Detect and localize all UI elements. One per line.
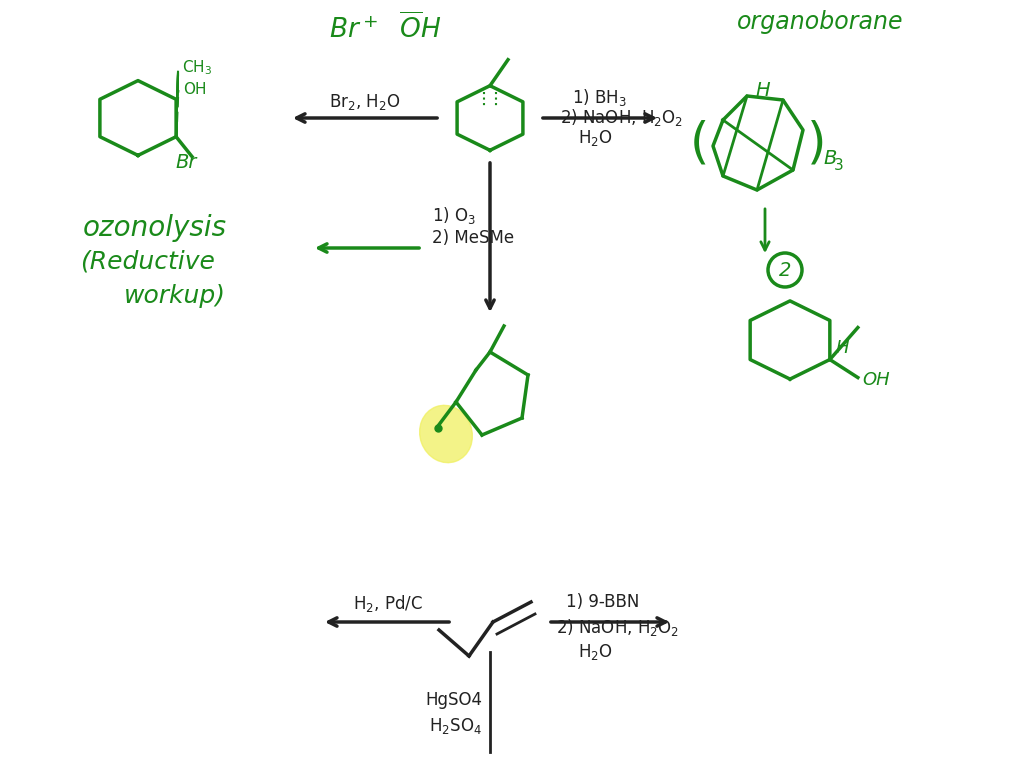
Text: workup): workup) — [124, 284, 226, 308]
Text: 2) MeSMe: 2) MeSMe — [432, 229, 514, 247]
Text: 3: 3 — [834, 158, 844, 174]
Text: CH$_3$: CH$_3$ — [182, 58, 212, 78]
Text: Br: Br — [175, 153, 197, 171]
Text: organoborane: organoborane — [736, 10, 903, 34]
Text: B: B — [823, 148, 837, 167]
Text: 2) NaOH, H$_2$O$_2$: 2) NaOH, H$_2$O$_2$ — [556, 617, 679, 638]
Ellipse shape — [420, 406, 472, 462]
Text: H$_2$SO$_4$: H$_2$SO$_4$ — [429, 716, 482, 736]
Text: ozonolysis: ozonolysis — [83, 214, 227, 242]
Text: OH: OH — [183, 82, 207, 98]
Text: ): ) — [807, 119, 826, 167]
Text: 1) 9-BBN: 1) 9-BBN — [566, 593, 639, 611]
Text: 1) BH$_3$: 1) BH$_3$ — [572, 88, 627, 108]
Text: 2) NaOH, H$_2$O$_2$: 2) NaOH, H$_2$O$_2$ — [560, 108, 683, 128]
Text: (: ( — [689, 119, 709, 167]
Text: (Reductive: (Reductive — [81, 250, 215, 274]
Text: $Br^+$  $\overline{O}H$: $Br^+$ $\overline{O}H$ — [329, 12, 441, 43]
Text: 2: 2 — [779, 260, 792, 280]
Text: HgSO4: HgSO4 — [425, 691, 482, 709]
Text: OH: OH — [862, 370, 890, 389]
Text: Br$_2$, H$_2$O: Br$_2$, H$_2$O — [329, 92, 400, 112]
Text: 1) O$_3$: 1) O$_3$ — [432, 204, 476, 226]
Text: H: H — [756, 81, 770, 100]
Text: H$_2$O: H$_2$O — [578, 128, 612, 148]
Text: H: H — [836, 339, 849, 356]
Text: H$_2$, Pd/C: H$_2$, Pd/C — [353, 594, 423, 614]
Text: H$_2$O: H$_2$O — [578, 642, 612, 662]
